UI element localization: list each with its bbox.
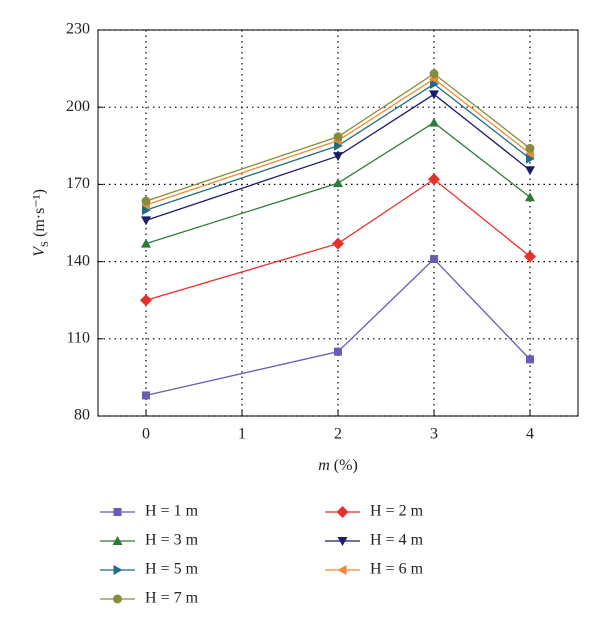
legend-marker xyxy=(113,594,122,604)
data-point xyxy=(333,152,343,162)
legend-label: H = 5 m xyxy=(145,561,199,578)
legend-marker xyxy=(336,506,349,518)
data-point xyxy=(141,196,151,206)
legend-label: H = 2 m xyxy=(370,503,424,520)
x-unit: (%) xyxy=(334,457,358,474)
legend-label: H = 1 m xyxy=(145,503,199,520)
y-tick-label: 170 xyxy=(66,175,90,192)
legend-marker xyxy=(337,565,347,575)
legend-label: H = 4 m xyxy=(370,532,424,549)
data-point xyxy=(430,255,438,264)
y-tick-label: 230 xyxy=(66,21,90,38)
data-point xyxy=(525,166,535,176)
data-point xyxy=(141,216,151,226)
data-point xyxy=(429,69,439,79)
plot-frame xyxy=(97,29,579,417)
x-tick-label: 3 xyxy=(430,426,438,443)
data-point xyxy=(332,237,344,250)
data-point xyxy=(429,90,439,100)
legend-label: H = 6 m xyxy=(370,561,424,578)
series-line xyxy=(145,78,531,206)
data-point xyxy=(140,294,152,307)
data-point xyxy=(525,143,535,153)
data-point xyxy=(334,347,342,356)
series-line xyxy=(145,83,531,211)
series-line xyxy=(145,93,531,222)
x-symbol: m xyxy=(318,457,330,474)
y-tick-label: 200 xyxy=(66,98,90,115)
legend-marker xyxy=(112,536,123,545)
data-point xyxy=(430,79,439,90)
legend-marker xyxy=(113,508,122,516)
data-point xyxy=(333,178,343,188)
legend-marker xyxy=(113,565,123,575)
series-line xyxy=(145,258,531,397)
series-line xyxy=(145,72,531,202)
y-axis-label: VS (m·s⁻¹) xyxy=(31,189,51,257)
data-point xyxy=(141,238,151,248)
data-point xyxy=(429,117,439,127)
y-tick-label: 140 xyxy=(66,252,90,269)
y-symbol: V xyxy=(31,245,48,257)
data-point xyxy=(525,192,535,202)
x-axis-label: m (%) xyxy=(318,457,358,474)
data-point xyxy=(333,132,343,142)
x-tick-label: 0 xyxy=(142,426,150,443)
y-unit: (m·s⁻¹) xyxy=(31,189,48,237)
x-tick-label: 1 xyxy=(238,426,246,443)
data-point xyxy=(142,205,151,216)
y-subscript: S xyxy=(39,241,51,247)
y-tick-label: 110 xyxy=(67,329,90,346)
x-tick-label: 2 xyxy=(334,426,342,443)
legend-label: H = 3 m xyxy=(145,532,199,549)
data-point xyxy=(526,153,535,164)
y-tick-label: 80 xyxy=(74,407,90,424)
data-point xyxy=(524,250,536,263)
series-line xyxy=(145,178,531,301)
data-point xyxy=(334,140,343,151)
data-point xyxy=(428,173,440,186)
series-line xyxy=(145,121,531,245)
x-tick-label: 4 xyxy=(526,426,534,443)
data-point xyxy=(526,355,534,364)
data-point xyxy=(142,391,150,400)
legend-marker xyxy=(337,537,348,546)
legend-label: H = 7 m xyxy=(145,590,199,607)
